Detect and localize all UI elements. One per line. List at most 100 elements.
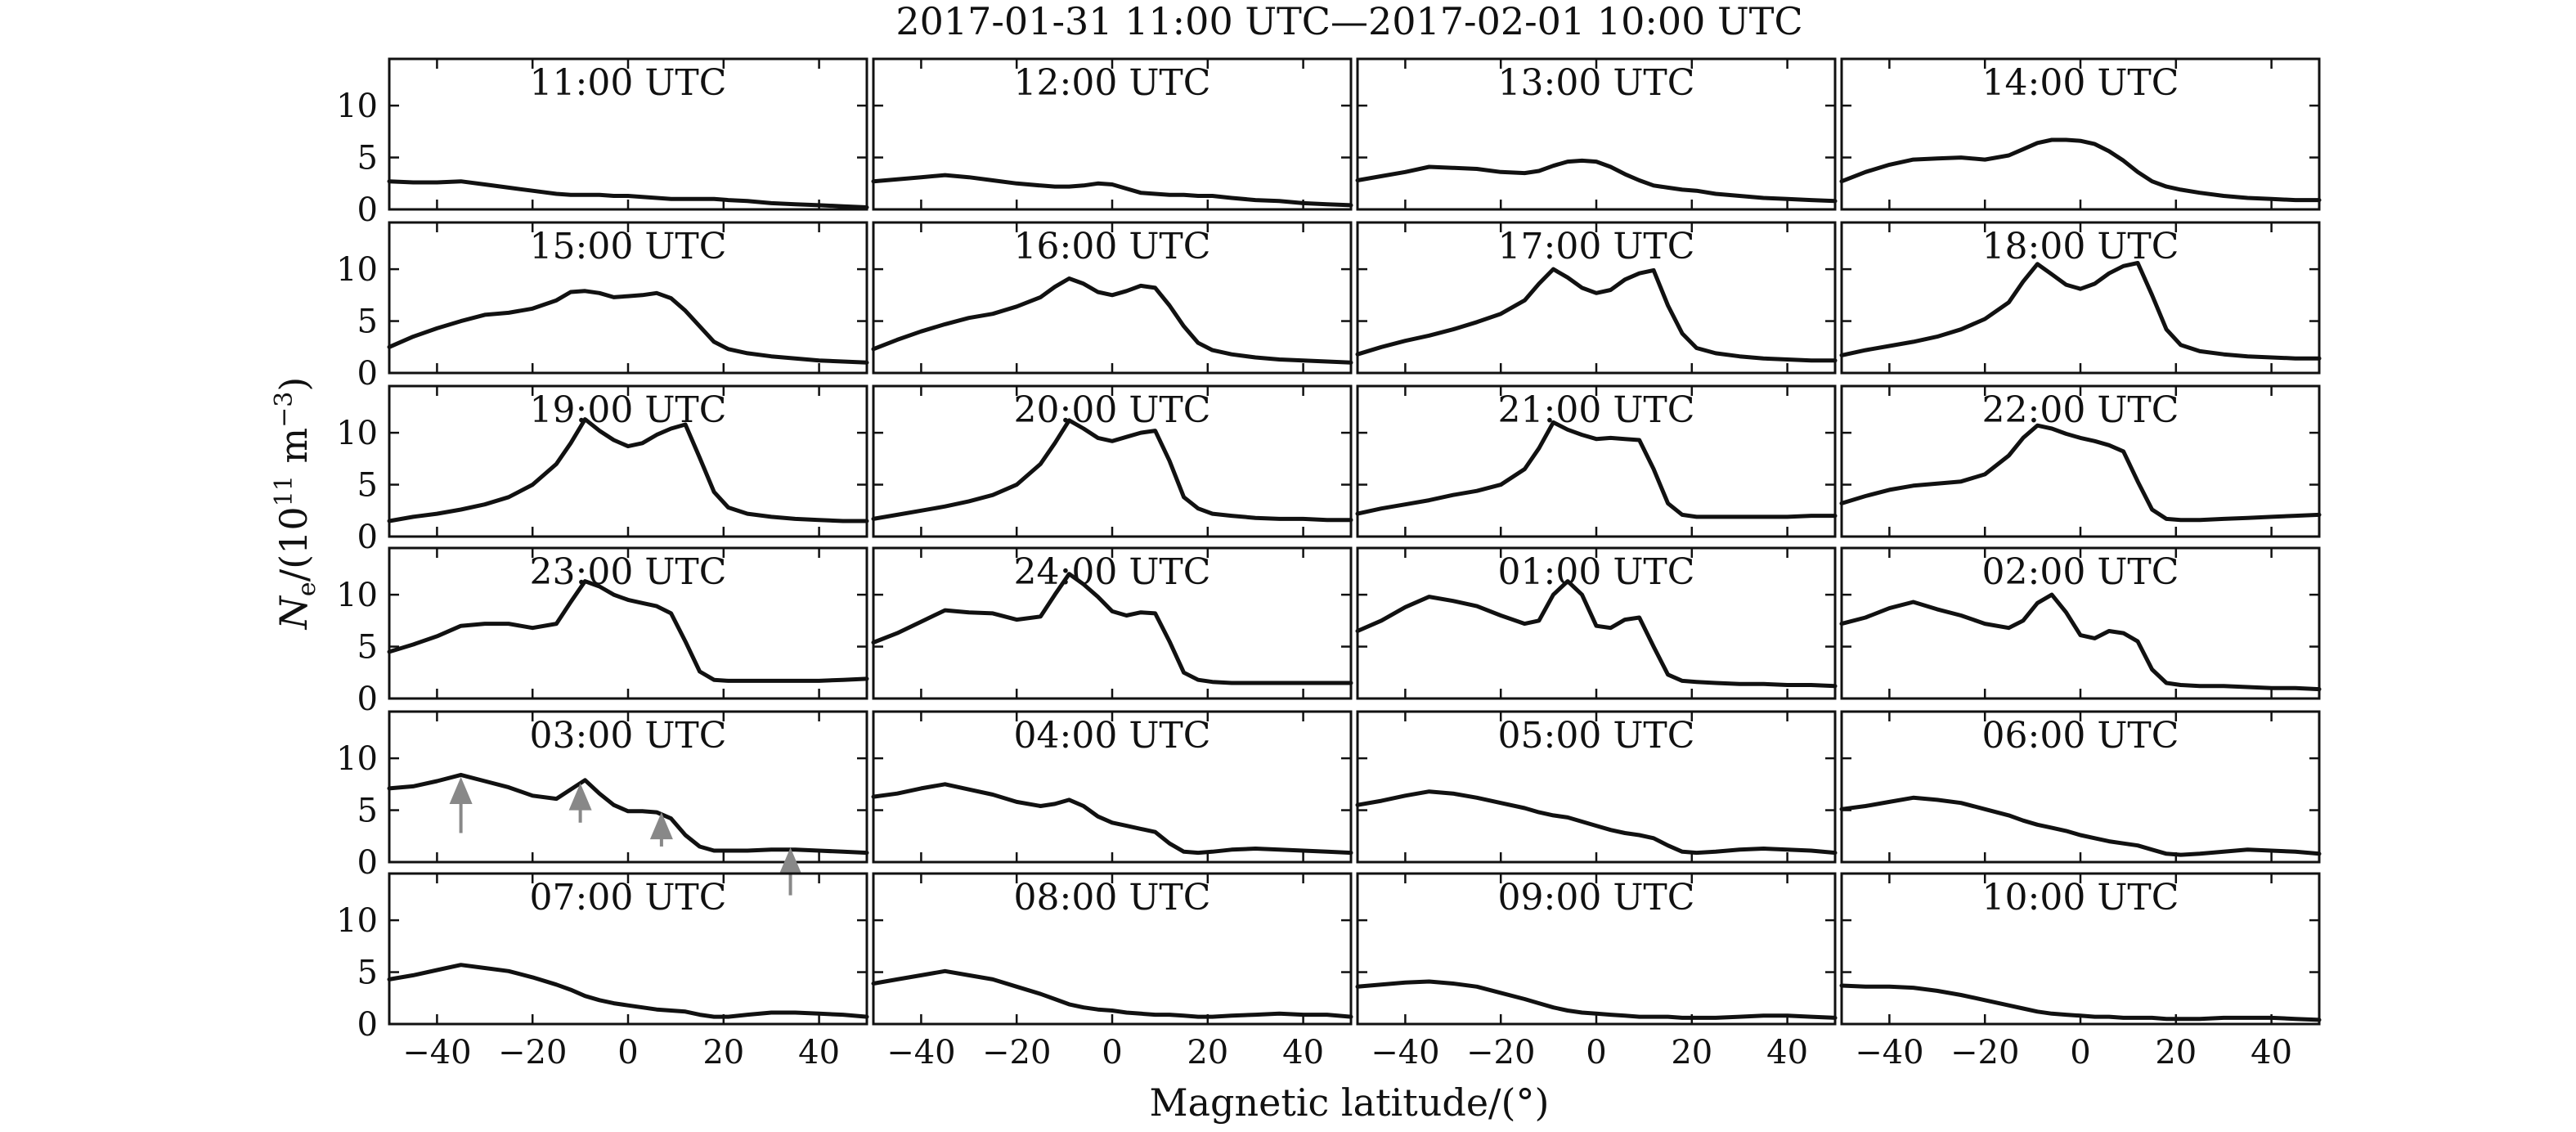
series-line bbox=[871, 276, 1353, 365]
panel-title: 12:00 UTC bbox=[1014, 62, 1211, 104]
panel: 06:00 UTC bbox=[1839, 710, 2322, 864]
y-tick-label: 10 bbox=[336, 415, 378, 452]
panel: −40 −20 0 20 40 08:00 UTC bbox=[871, 872, 1353, 1071]
panel: 22:00 UTC bbox=[1839, 384, 2322, 538]
series-line bbox=[871, 968, 1353, 1019]
panel-title: 16:00 UTC bbox=[1014, 226, 1211, 267]
x-tick-label: −40 bbox=[886, 1034, 955, 1071]
x-tick-label: 40 bbox=[1766, 1034, 1808, 1071]
panel-title: 21:00 UTC bbox=[1498, 389, 1695, 431]
arrow-head bbox=[568, 783, 592, 811]
x-tick-label: −40 bbox=[402, 1034, 471, 1071]
panel: 0 5 10 19:00 UTC bbox=[336, 384, 869, 556]
panel: 24:00 UTC bbox=[871, 546, 1353, 700]
x-tick-label: 20 bbox=[2155, 1034, 2197, 1071]
y-tick-label: 10 bbox=[336, 88, 378, 125]
panel-title: 05:00 UTC bbox=[1498, 715, 1695, 757]
panel: −40 −20 0 20 40 09:00 UTC bbox=[1355, 872, 1838, 1071]
y-tick-label: 5 bbox=[357, 303, 378, 341]
series-line bbox=[1355, 158, 1838, 204]
panel-title: 19:00 UTC bbox=[530, 389, 727, 431]
panel: −40 −20 0 20 40 10:00 UTC bbox=[1839, 872, 2322, 1071]
y-tick-label: 0 bbox=[357, 191, 378, 229]
panel-title: 07:00 UTC bbox=[530, 877, 727, 919]
panel: 04:00 UTC bbox=[871, 710, 1353, 864]
series-line bbox=[387, 963, 869, 1019]
panel-title: 15:00 UTC bbox=[530, 226, 727, 267]
y-tick-label: 10 bbox=[336, 902, 378, 940]
series-line bbox=[1355, 789, 1838, 856]
panel-title: 20:00 UTC bbox=[1014, 389, 1211, 431]
series-line bbox=[387, 289, 869, 365]
x-tick-label: 0 bbox=[1586, 1034, 1606, 1071]
series-line bbox=[387, 772, 869, 856]
y-tick-label: 10 bbox=[336, 577, 378, 614]
series-line bbox=[1355, 979, 1838, 1020]
y-tick-label: 10 bbox=[336, 251, 378, 289]
panel: 21:00 UTC bbox=[1355, 384, 1838, 538]
x-tick-label: 20 bbox=[702, 1034, 744, 1071]
panel-title: 08:00 UTC bbox=[1014, 877, 1211, 919]
y-tick-label: 5 bbox=[357, 629, 378, 667]
series-line bbox=[1839, 983, 2322, 1022]
y-tick-label: 5 bbox=[357, 793, 378, 830]
series-line bbox=[1355, 579, 1838, 689]
y-tick-label: 5 bbox=[357, 140, 378, 177]
panel: 0 5 10 11:00 UTC bbox=[336, 57, 869, 229]
panel-title: 23:00 UTC bbox=[530, 551, 727, 593]
x-tick-label: 20 bbox=[1187, 1034, 1228, 1071]
x-tick-label: 40 bbox=[1282, 1034, 1324, 1071]
x-axis-label: Magnetic latitude/(°) bbox=[1150, 1080, 1550, 1125]
series-line bbox=[871, 418, 1353, 523]
panel: 0 5 10 23:00 UTC bbox=[336, 546, 869, 718]
y-tick-label: 10 bbox=[336, 740, 378, 778]
x-tick-label: 20 bbox=[1671, 1034, 1712, 1071]
series-line bbox=[871, 572, 1353, 685]
annotation-arrow bbox=[449, 776, 473, 833]
x-tick-label: 0 bbox=[1102, 1034, 1122, 1071]
panel-title: 17:00 UTC bbox=[1498, 226, 1695, 267]
panel: 02:00 UTC bbox=[1839, 546, 2322, 700]
panel: 18:00 UTC bbox=[1839, 221, 2322, 375]
series-line bbox=[387, 179, 869, 209]
y-axis-label: Ne/(1011 m−3) bbox=[270, 377, 321, 631]
arrow-head bbox=[449, 776, 473, 805]
series-line bbox=[1355, 420, 1838, 519]
y-tick-label: 0 bbox=[357, 844, 378, 882]
x-tick-label: −20 bbox=[1950, 1034, 2019, 1071]
y-tick-label: 0 bbox=[357, 1006, 378, 1044]
y-tick-label: 0 bbox=[357, 519, 378, 556]
panel-title: 18:00 UTC bbox=[1982, 226, 2179, 267]
panel: 17:00 UTC bbox=[1355, 221, 1838, 375]
y-tick-label: 5 bbox=[357, 467, 378, 505]
arrow-head bbox=[649, 812, 673, 840]
annotation-arrow bbox=[568, 783, 592, 823]
series-line bbox=[871, 173, 1353, 208]
series-line bbox=[1839, 592, 2322, 692]
x-tick-label: −40 bbox=[1855, 1034, 1923, 1071]
x-tick-label: −40 bbox=[1371, 1034, 1439, 1071]
panel: 01:00 UTC bbox=[1355, 546, 1838, 700]
panel: −40 −20 0 20 40 0 5 10 07:00 UTC bbox=[336, 872, 869, 1071]
y-tick-label: 5 bbox=[357, 955, 378, 992]
annotation-arrow bbox=[649, 812, 673, 847]
panel: 05:00 UTC bbox=[1355, 710, 1838, 864]
series-line bbox=[1839, 795, 2322, 857]
panel: 16:00 UTC bbox=[871, 221, 1353, 375]
panel: 13:00 UTC bbox=[1355, 57, 1838, 211]
series-line bbox=[387, 579, 869, 683]
x-tick-label: 40 bbox=[2251, 1034, 2292, 1071]
panel-title: 09:00 UTC bbox=[1498, 877, 1695, 919]
series-line bbox=[1839, 261, 2322, 361]
panel-title: 13:00 UTC bbox=[1498, 62, 1695, 104]
panel-title: 14:00 UTC bbox=[1982, 62, 2179, 104]
panel: 12:00 UTC bbox=[871, 57, 1353, 211]
panel-title: 11:00 UTC bbox=[530, 62, 727, 104]
panel-title: 22:00 UTC bbox=[1982, 389, 2179, 431]
y-tick-label: 0 bbox=[357, 355, 378, 393]
series-line bbox=[871, 782, 1353, 856]
series-line bbox=[387, 417, 869, 523]
panel-title: 02:00 UTC bbox=[1982, 551, 2179, 593]
panel: 0 5 10 15:00 UTC bbox=[336, 221, 869, 393]
panel-title: 04:00 UTC bbox=[1014, 715, 1211, 757]
